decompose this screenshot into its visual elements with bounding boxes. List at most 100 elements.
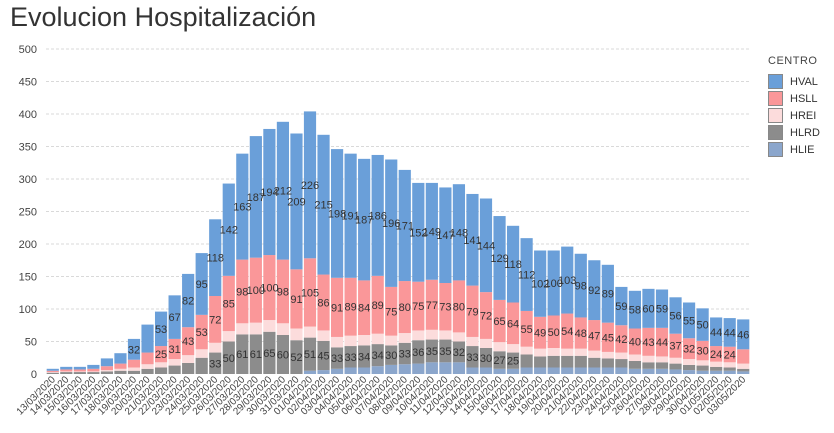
data-label-hval: 171	[396, 220, 414, 232]
bar-hlrd	[141, 368, 154, 374]
data-label-hlrd: 33	[466, 352, 478, 364]
data-label-hval: 187	[247, 192, 265, 204]
bar-hsll	[87, 368, 100, 372]
legend-title: CENTRO	[768, 55, 818, 67]
bar-hsll	[425, 279, 438, 330]
bar-hlrd	[601, 358, 614, 368]
y-tick-label: 350	[19, 142, 37, 154]
data-label-hlrd: 51	[304, 349, 316, 361]
data-label-hsll: 42	[615, 334, 627, 346]
bar-hval	[46, 368, 59, 371]
bar-hlrd	[73, 372, 86, 374]
legend-item-hlie[interactable]: HLIE	[768, 141, 820, 158]
bar-hlie	[425, 362, 438, 374]
bar-hval	[412, 182, 425, 282]
bar-hsll	[73, 369, 86, 372]
legend-item-hsll[interactable]: HSLL	[768, 90, 820, 107]
bar-hlrd	[723, 367, 736, 371]
y-tick-label: 450	[19, 77, 37, 89]
legend-swatch	[768, 125, 783, 140]
bar-hrei	[520, 346, 533, 355]
bar-hrei	[628, 354, 642, 361]
data-label-hlrd: 33	[209, 358, 221, 370]
bar-hrei	[425, 329, 438, 340]
bar-hlie	[385, 364, 398, 374]
bar-hval	[209, 219, 222, 296]
bar-hrei	[60, 371, 73, 373]
bar-hlie	[520, 367, 533, 374]
bar-hrei	[655, 356, 669, 363]
data-label-hsll: 49	[534, 328, 546, 340]
data-label-hval: 226	[301, 180, 319, 192]
data-label-hval: 92	[588, 285, 600, 297]
bar-hlrd	[655, 362, 669, 369]
bar-hlrd	[425, 339, 438, 363]
bar-hsll	[182, 327, 195, 356]
bar-hlrd	[358, 345, 371, 368]
bar-hlrd	[534, 356, 547, 368]
bar-hlie	[628, 368, 642, 374]
bar-hrei	[127, 367, 141, 371]
data-label-hsll: 105	[301, 287, 319, 299]
bar-hsll	[154, 346, 168, 363]
data-label-hval: 118	[504, 259, 522, 271]
bar-hsll	[534, 316, 547, 349]
y-tick-label: 50	[25, 337, 37, 349]
bar-hrei	[87, 371, 100, 373]
bar-hval	[425, 182, 438, 280]
y-tick-label: 400	[19, 109, 37, 121]
data-label-hsll: 79	[466, 306, 478, 318]
data-label-hval: 59	[656, 304, 668, 316]
bar-hlrd	[209, 352, 222, 374]
data-label-hlrd: 32	[453, 347, 465, 359]
bar-hrei	[547, 348, 560, 356]
bar-hrei	[493, 342, 506, 352]
bar-hlrd	[628, 361, 642, 369]
data-label-hval: 152	[409, 227, 427, 239]
bar-hsll	[209, 296, 222, 343]
data-label-hsll: 25	[155, 349, 167, 361]
bar-hsll	[696, 340, 709, 361]
bar-hrei	[669, 357, 682, 364]
data-label-hsll: 30	[696, 346, 708, 358]
bar-hlrd	[236, 334, 249, 374]
legend-item-hlrd[interactable]: HLRD	[768, 124, 820, 141]
bar-hlie	[655, 368, 669, 374]
bar-hlrd	[615, 359, 628, 368]
bar-hrei	[682, 359, 696, 365]
legend-item-hrei[interactable]: HREI	[768, 107, 820, 124]
bar-hrei	[330, 336, 344, 348]
bar-hlrd	[290, 340, 303, 374]
bar-hsll	[493, 299, 506, 343]
data-label-hval: 129	[490, 253, 508, 265]
data-label-hval: 198	[328, 208, 346, 220]
bar-hrei	[317, 330, 330, 341]
data-label-hlrd: 33	[331, 353, 343, 365]
data-label-hval: 59	[615, 301, 627, 313]
bar-hlie	[412, 363, 425, 374]
data-label-hval: 56	[669, 311, 681, 323]
bar-hval	[452, 184, 466, 281]
bar-hval	[710, 317, 723, 347]
bar-hlie	[615, 367, 628, 374]
bar-hlrd	[669, 363, 682, 370]
bar-hlrd	[195, 357, 208, 374]
data-label-hsll: 75	[412, 301, 424, 313]
data-label-hval: 142	[220, 225, 238, 237]
bar-hsll	[412, 281, 425, 331]
bar-hlie	[588, 367, 601, 374]
bar-hval	[263, 128, 276, 256]
bar-hlrd	[263, 331, 276, 374]
bar-hval	[601, 264, 614, 323]
bar-hrei	[249, 322, 262, 335]
bar-hlie	[358, 367, 371, 374]
y-tick-label: 300	[19, 174, 37, 186]
bar-hval	[330, 149, 344, 278]
legend-item-hval[interactable]: HVAL	[768, 73, 820, 90]
data-label-hval: 98	[575, 281, 587, 293]
bar-hval	[466, 193, 479, 286]
bar-hsll	[588, 320, 601, 351]
bar-hlie	[723, 370, 736, 374]
bar-hrei	[479, 338, 493, 348]
bar-hsll	[642, 327, 655, 356]
